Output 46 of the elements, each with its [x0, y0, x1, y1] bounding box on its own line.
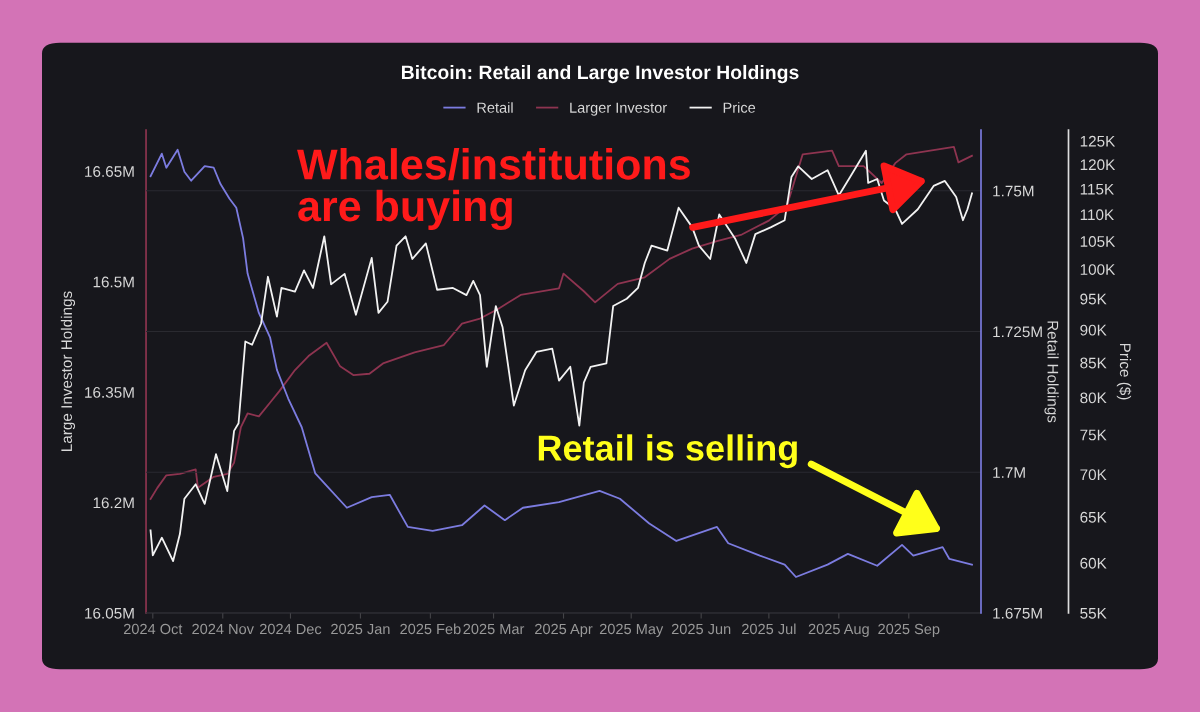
y-tick-label: 16.65M [85, 166, 134, 177]
y2-tick-label: 1.7M [993, 467, 1025, 478]
x-tick-label: 2025 Jul [742, 623, 796, 635]
line-series [149, 146, 973, 500]
y3-tick-label: 95K [1080, 293, 1107, 305]
y3-tick-label: 70K [1080, 469, 1107, 481]
y3-axis-title: Price ($) [1116, 343, 1132, 400]
y3-tick-label: 120K [1080, 159, 1116, 171]
x-tick-label: 2025 Sep [878, 623, 940, 638]
y2-tick-label: 1.725M [993, 326, 1042, 338]
y3-tick-label: 115K [1080, 183, 1114, 195]
x-tick-label: 2024 Oct [123, 623, 183, 635]
y3-tick-label: 110K [1080, 209, 1114, 221]
y3-tick-label: 75K [1080, 429, 1107, 441]
y-tick-label: 16.5M [93, 276, 134, 288]
x-tick-label: 2025 Aug [808, 623, 869, 638]
legend-label: Larger Investor [570, 102, 667, 116]
y-tick-label: 16.2M [93, 497, 134, 509]
x-tick-label: 2024 Nov [192, 623, 254, 635]
x-tick-label: 2025 Jan [331, 623, 390, 635]
annotation: Whales/institutions are buying [297, 148, 690, 231]
x-tick-label: 2025 Apr [535, 623, 593, 638]
y-axis-title: Large Investor Holdings [60, 291, 76, 451]
y2-axis-title: Retail Holdings [1044, 321, 1059, 423]
y3-tick-label: 65K [1080, 511, 1107, 523]
y2-tick-label: 1.75M [993, 185, 1034, 197]
y3-tick-label: 90K [1080, 324, 1107, 336]
x-tick-label: 2025 Feb [400, 623, 461, 635]
legend-label: Price [723, 102, 756, 113]
x-tick-label: 2025 Jun [671, 623, 731, 635]
y-tick-label: 16.35M [85, 387, 134, 398]
y3-tick-label: 80K [1080, 392, 1107, 404]
y-tick-label: 16.05M [85, 607, 134, 619]
chart-title: Bitcoin: Retail and Large Investor Holdings [401, 64, 799, 84]
x-tick-label: 2024 Dec [259, 623, 322, 635]
y3-tick-label: 125K [1080, 135, 1116, 147]
y3-tick-label: 60K [1080, 557, 1107, 569]
legend-label: Retail [477, 102, 513, 113]
y2-tick-label: 1.675M [993, 607, 1042, 619]
annotation: Retail is selling [538, 434, 797, 469]
y3-tick-label: 55K [1080, 608, 1107, 619]
x-tick-label: 2025 May [599, 623, 664, 638]
x-tick-label: 2025 Mar [463, 623, 525, 635]
y3-tick-label: 100K [1080, 264, 1116, 275]
y3-tick-label: 105K [1080, 236, 1116, 247]
y3-tick-label: 85K [1080, 357, 1107, 369]
